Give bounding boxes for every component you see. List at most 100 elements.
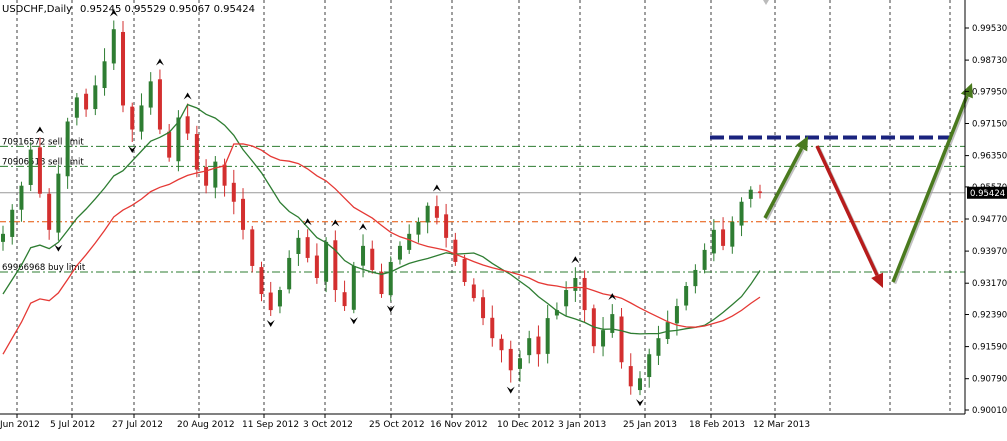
- candle-body: [739, 201, 744, 226]
- candle-body: [213, 161, 218, 188]
- time-tick-label: 3 Oct 2012: [303, 420, 353, 430]
- candle-body: [148, 81, 153, 108]
- candle-body: [554, 310, 559, 316]
- candle-body: [111, 29, 116, 64]
- candle-body: [527, 338, 532, 356]
- fractal-down-icon: [635, 399, 644, 407]
- candle-body: [721, 229, 726, 246]
- candle-body: [647, 354, 652, 378]
- forecast-arrow-shaft: [815, 145, 879, 277]
- candle-body: [702, 249, 707, 270]
- candle-body: [28, 149, 33, 185]
- fractal-down-icon: [506, 386, 515, 394]
- price-tick-label: 0.91590: [972, 343, 1007, 353]
- price-tick-label: 0.97150: [972, 120, 1007, 130]
- time-tick-label: 16 Nov 2012: [430, 420, 488, 430]
- candle-body: [10, 209, 15, 237]
- time-tick-label: 5 Jul 2012: [50, 420, 95, 430]
- candle-body: [684, 286, 689, 306]
- fractal-up-icon: [109, 9, 118, 17]
- current-price-label: 0.95424: [970, 189, 1005, 199]
- candle-body: [665, 322, 670, 340]
- forecast-arrow-shaft: [763, 147, 804, 219]
- price-tick-label: 0.93970: [972, 247, 1007, 257]
- time-tick-label: 12 Mar 2013: [753, 420, 810, 430]
- candle-body: [222, 164, 227, 186]
- candle-body: [490, 317, 495, 339]
- fractal-up-icon: [359, 223, 368, 231]
- candle-body: [259, 267, 264, 295]
- candle-body: [388, 261, 393, 296]
- time-tick-label: 3 Jan 2013: [558, 420, 606, 430]
- candle-body: [610, 314, 615, 333]
- candle-body: [397, 245, 402, 260]
- candle-body: [545, 318, 550, 354]
- order-line-label: 70906518 sell limit: [2, 157, 84, 167]
- fractal-down-icon: [266, 319, 275, 327]
- forecast-arrow-shaft: [891, 95, 969, 283]
- price-tick-label: 0.90790: [972, 375, 1007, 385]
- candle-body: [241, 198, 246, 230]
- candle-body: [462, 258, 467, 282]
- candle-body: [65, 121, 70, 177]
- time-tick-label: 11 Sep 2012: [242, 420, 299, 430]
- candle-body: [74, 97, 79, 118]
- time-tick-label: 25 Oct 2012: [369, 420, 425, 430]
- ohlc-label: 0.95245 0.95529 0.95067 0.95424: [80, 4, 255, 15]
- price-tick-label: 0.93170: [972, 279, 1007, 289]
- candle-body: [379, 271, 384, 295]
- fractal-down-icon: [386, 305, 395, 313]
- price-tick-label: 0.95570: [972, 183, 1007, 193]
- price-tick-label: 0.98730: [972, 56, 1007, 66]
- forecast-arrow-up-icon: [763, 136, 808, 221]
- candle-body: [508, 348, 513, 371]
- forecast-arrow-shadow: [892, 96, 970, 285]
- fractal-up-icon: [608, 293, 617, 301]
- price-tick-label: 0.97950: [972, 87, 1007, 97]
- candle-body: [758, 191, 762, 193]
- candle-body: [204, 166, 209, 186]
- candle-body: [370, 248, 375, 270]
- candle-body: [102, 61, 107, 89]
- fractal-up-icon: [183, 92, 192, 100]
- candle-body: [517, 358, 522, 369]
- candle-body: [324, 241, 329, 282]
- candle-body: [231, 182, 236, 202]
- candle-body: [481, 297, 486, 319]
- candle-body: [287, 257, 292, 290]
- candle-body: [711, 229, 716, 254]
- candle-body: [185, 116, 190, 134]
- candle-body: [351, 265, 356, 310]
- candle-body: [1, 233, 5, 242]
- candle-body: [434, 206, 439, 218]
- candle-body: [693, 269, 698, 287]
- candle-body: [176, 117, 181, 162]
- forecast-arrow-down-icon: [815, 145, 883, 288]
- price-tick-label: 0.92390: [972, 311, 1007, 321]
- candle-body: [628, 366, 633, 387]
- candle-body: [674, 306, 679, 324]
- candle-body: [84, 93, 89, 110]
- order-line-label: 69966968 buy limit: [2, 263, 86, 273]
- symbol-label: USDCHF,Daily: [2, 4, 72, 15]
- candle-body: [277, 290, 282, 307]
- candle-body: [637, 378, 642, 391]
- candle-body: [453, 239, 458, 262]
- forecast-arrow-head: [795, 136, 808, 152]
- candle-body: [157, 79, 162, 130]
- candle-body: [582, 277, 587, 311]
- candle-body: [121, 31, 126, 106]
- price-tick-label: 0.99530: [972, 24, 1007, 34]
- candle-body: [471, 284, 476, 299]
- order-line-label: 70916572 sell limit: [2, 137, 84, 147]
- moving-average-red: [2, 143, 761, 355]
- candle-body: [250, 229, 255, 266]
- price-tick-label: 0.90010: [972, 406, 1007, 416]
- forecast-arrow-head: [871, 272, 883, 288]
- candle-body: [407, 233, 412, 250]
- fractal-up-icon: [432, 184, 441, 192]
- candle-body: [194, 134, 199, 170]
